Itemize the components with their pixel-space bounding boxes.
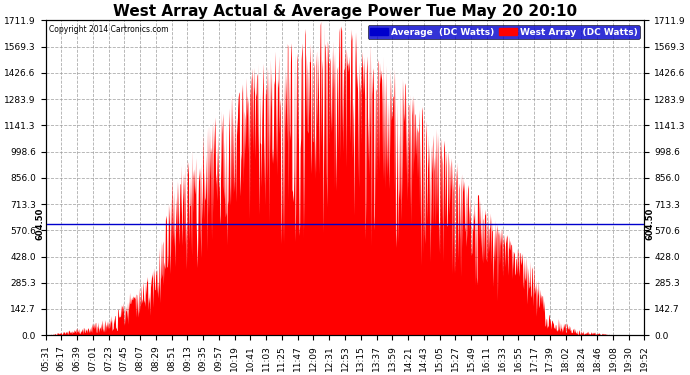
Text: Copyright 2014 Cartronics.com: Copyright 2014 Cartronics.com [48, 25, 168, 34]
Title: West Array Actual & Average Power Tue May 20 20:10: West Array Actual & Average Power Tue Ma… [113, 4, 577, 19]
Legend: Average  (DC Watts), West Array  (DC Watts): Average (DC Watts), West Array (DC Watts… [368, 25, 640, 39]
Text: 604.50: 604.50 [645, 208, 654, 240]
Text: 604.50: 604.50 [36, 208, 45, 240]
